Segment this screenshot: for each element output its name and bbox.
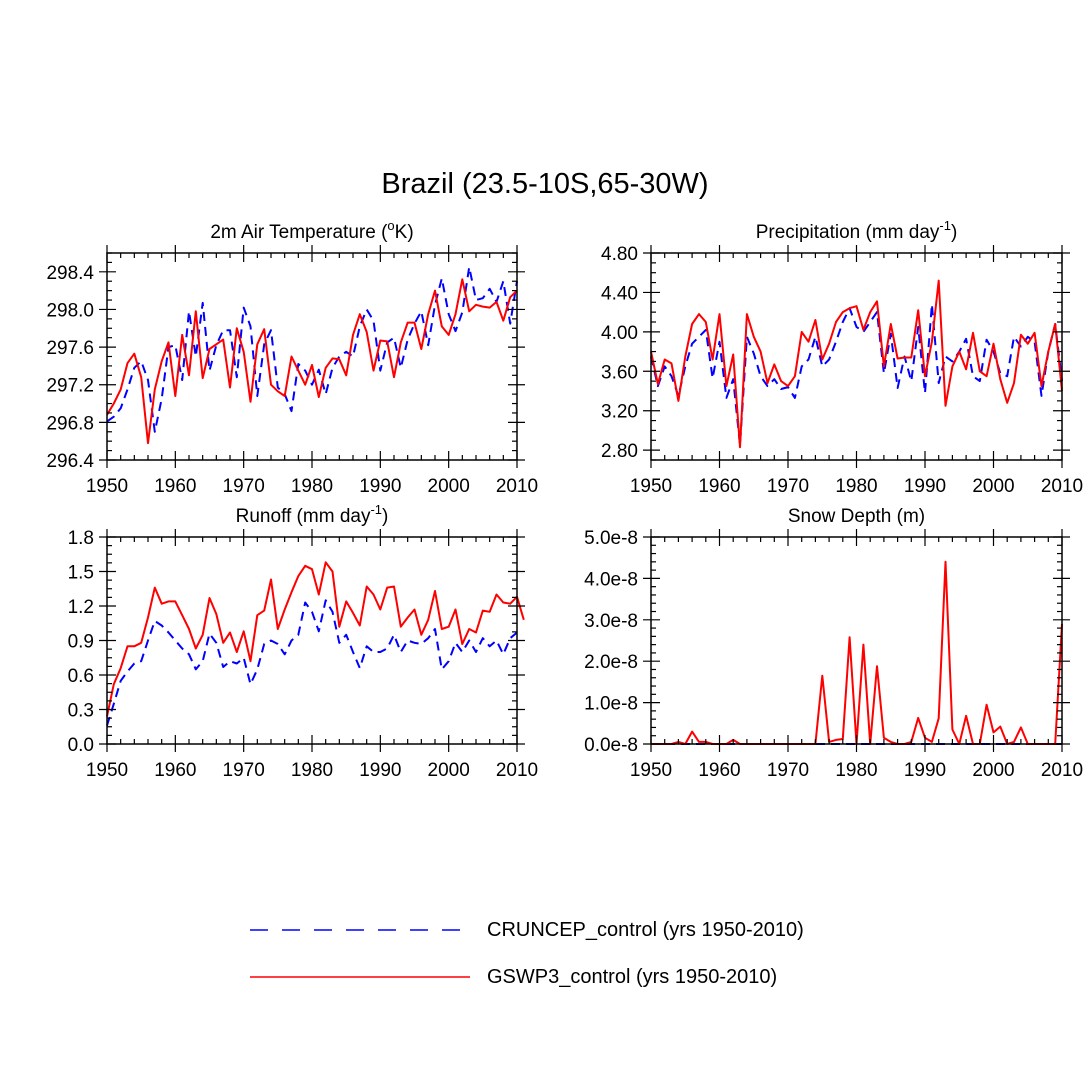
x-tick-label: 1980 (291, 476, 333, 497)
x-tick-label: 2000 (428, 760, 470, 781)
y-tick-label: 296.8 (46, 413, 94, 434)
x-tick-label: 1980 (291, 760, 333, 781)
series-line-cruncep-control (106, 266, 518, 433)
x-tick-label: 1960 (698, 476, 740, 497)
x-tick-label: 2010 (496, 476, 538, 497)
y-tick-label: 0.0e-8 (584, 735, 638, 756)
y-tick-label: 1.5 (68, 563, 94, 584)
y-tick-label: 298.4 (46, 263, 94, 284)
legend: CRUNCEP_control (yrs 1950-2010) GSWP3_co… (250, 919, 804, 988)
y-tick-label: 1.2 (68, 597, 94, 618)
x-tick-label: 1950 (86, 760, 128, 781)
y-tick-label: 0.9 (68, 632, 94, 653)
y-tick-label: 4.80 (601, 244, 638, 265)
y-tick-label: 0.6 (68, 666, 94, 687)
x-tick-label: 1980 (835, 476, 877, 497)
x-tick-label: 1980 (835, 760, 877, 781)
x-tick-label: 1990 (359, 760, 401, 781)
x-tick-label: 1970 (223, 476, 265, 497)
series-line-gswp3-control (106, 278, 518, 445)
panel-title: Runoff (mm day-1) (236, 502, 389, 527)
panel-precipitation: 1950 1960 1970 1980 1990 2000 2010 2.80 3.20 3.60… (601, 218, 1083, 497)
x-tick-label: 1960 (698, 760, 740, 781)
y-tick-label: 2.80 (601, 441, 638, 462)
figure-title: Brazil (23.5-10S,65-30W) (381, 168, 708, 200)
y-tick-label: 5.0e-8 (584, 528, 638, 549)
x-tick-label: 2000 (972, 476, 1014, 497)
panel-title: 2m Air Temperature (oK) (210, 218, 413, 243)
x-tick-label: 1960 (154, 476, 196, 497)
y-tick-label: 3.20 (601, 402, 638, 423)
y-tick-label: 0.3 (68, 701, 94, 722)
y-tick-label: 0.0 (68, 735, 94, 756)
series-line-gswp3-control (650, 279, 1063, 449)
y-tick-label: 1.0e-8 (584, 694, 638, 715)
legend-label-cruncep: CRUNCEP_control (yrs 1950-2010) (487, 919, 804, 941)
x-tick-label: 1950 (630, 476, 672, 497)
x-tick-label: 1950 (630, 760, 672, 781)
plot-frame (106, 252, 518, 461)
x-tick-label: 1990 (904, 476, 946, 497)
panel-title: Snow Depth (m) (788, 506, 925, 527)
y-tick-label: 298.0 (46, 300, 94, 321)
x-tick-label: 1970 (767, 476, 809, 497)
panel-temperature: 1950 1960 1970 1980 1990 2000 2010 296.4 296.8 29… (46, 218, 538, 497)
x-tick-label: 1990 (359, 476, 401, 497)
plot-frame (106, 536, 518, 745)
panel-title: Precipitation (mm day-1) (756, 218, 958, 243)
y-tick-label: 2.0e-8 (584, 652, 638, 673)
y-tick-label: 3.60 (601, 362, 638, 383)
x-tick-label: 1950 (86, 476, 128, 497)
y-tick-label: 4.00 (601, 323, 638, 344)
x-tick-label: 1970 (223, 760, 265, 781)
x-tick-label: 2000 (972, 760, 1014, 781)
y-tick-label: 4.0e-8 (584, 569, 638, 590)
series-line-cruncep-control (650, 303, 1063, 447)
legend-label-gswp3: GSWP3_control (yrs 1950-2010) (487, 966, 777, 988)
y-tick-label: 3.0e-8 (584, 611, 638, 632)
y-tick-label: 297.2 (46, 376, 94, 397)
y-tick-label: 296.4 (46, 451, 94, 472)
y-tick-label: 4.40 (601, 283, 638, 304)
x-tick-label: 2010 (496, 760, 538, 781)
x-tick-label: 2010 (1041, 760, 1083, 781)
y-tick-label: 297.6 (46, 338, 94, 359)
x-tick-label: 2010 (1041, 476, 1083, 497)
x-tick-label: 2000 (428, 476, 470, 497)
panel-snow-depth: 1950 1960 1970 1980 1990 2000 2010 0.0e-8 1.0e-8… (584, 506, 1083, 781)
y-tick-label: 1.8 (68, 528, 94, 549)
x-tick-label: 1960 (154, 760, 196, 781)
series-line-cruncep-control (106, 599, 518, 726)
x-tick-label: 1990 (904, 760, 946, 781)
panel-runoff: 1950 1960 1970 1980 1990 2000 2010 0.0 0.3 0.6 0.9… (68, 502, 539, 781)
series-line-gswp3-control (651, 560, 1063, 745)
x-tick-label: 1970 (767, 760, 809, 781)
plot-frame (650, 536, 1063, 745)
series-line-gswp3-control (106, 561, 525, 717)
